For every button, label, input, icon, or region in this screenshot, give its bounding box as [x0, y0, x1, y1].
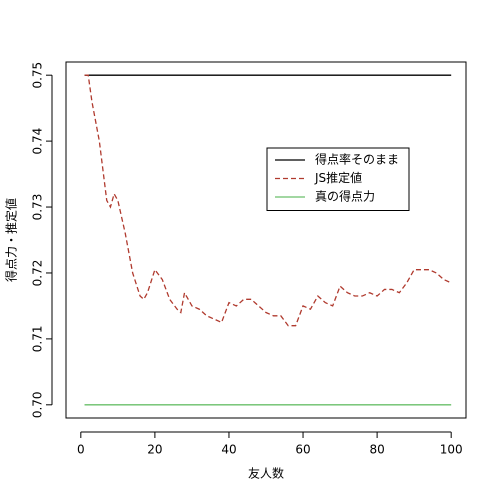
x-tick-label: 20	[147, 443, 162, 457]
x-tick-label: 0	[77, 443, 85, 457]
x-tick-label: 80	[369, 443, 384, 457]
y-tick-label: 0.73	[31, 194, 45, 221]
x-tick-label: 40	[221, 443, 236, 457]
x-tick-label: 100	[440, 443, 463, 457]
x-tick-label: 60	[295, 443, 310, 457]
legend-label: JS推定値	[314, 170, 362, 185]
legend-box	[266, 147, 410, 211]
y-tick-label: 0.74	[31, 128, 45, 155]
y-tick-label: 0.75	[31, 62, 45, 89]
y-tick-label: 0.71	[31, 326, 45, 353]
y-tick-label: 0.70	[31, 391, 45, 418]
y-tick-label: 0.72	[31, 260, 45, 287]
legend-label: 得点率そのまま	[315, 152, 399, 167]
series-line	[84, 74, 452, 327]
plot-box	[65, 61, 467, 419]
y-axis-title: 得点力・推定値	[4, 198, 19, 282]
legend-label: 真の得点力	[315, 189, 375, 204]
x-axis-title: 友人数	[248, 466, 284, 481]
